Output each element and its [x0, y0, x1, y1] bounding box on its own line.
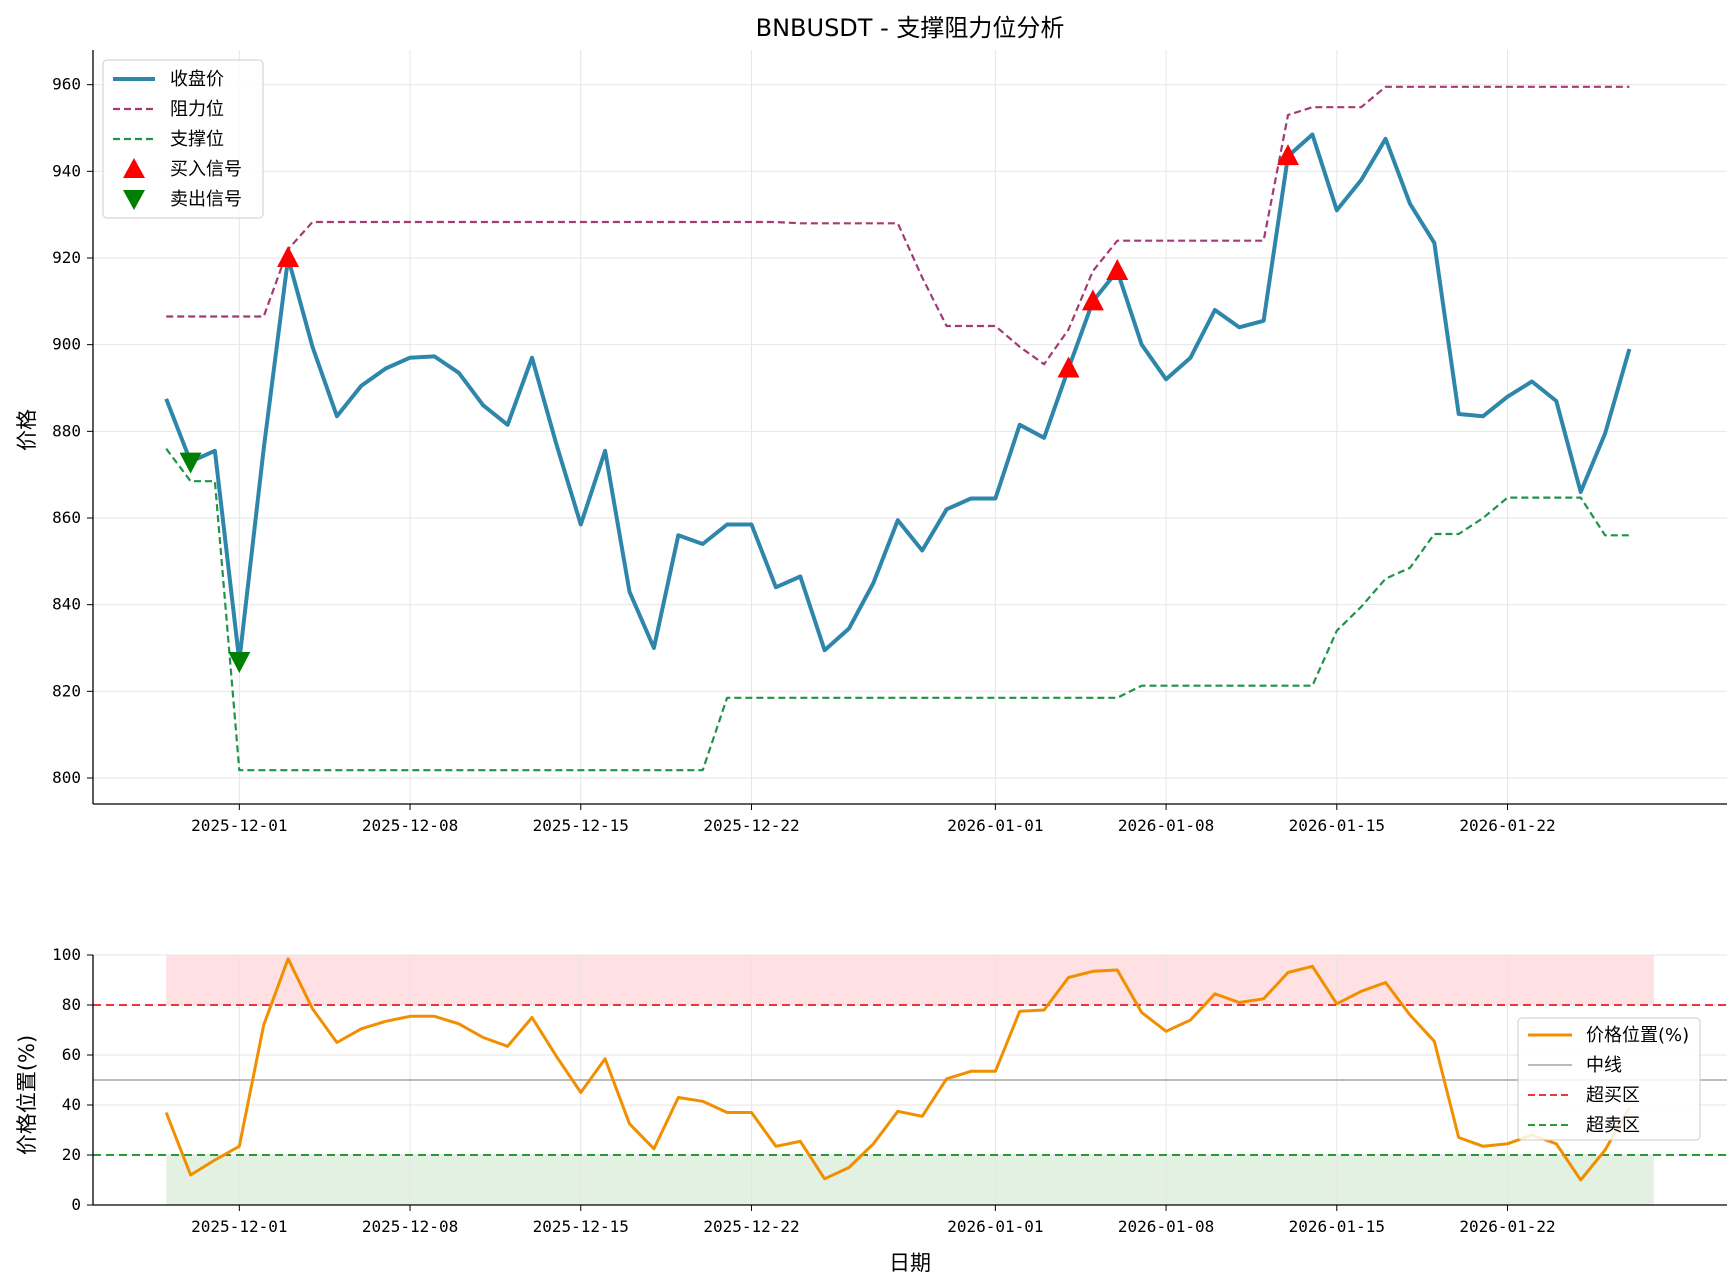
top-x-tick-label: 2026-01-15 [1289, 816, 1385, 835]
top-x-tick-label: 2026-01-08 [1118, 816, 1214, 835]
top-x-tick-label: 2026-01-01 [947, 816, 1043, 835]
bottom-y-axis-label: 价格位置(%) [15, 1035, 39, 1155]
buy-signal-marker [1277, 144, 1300, 166]
top-y-axis-label: 价格 [15, 409, 39, 451]
top-x-tick-label: 2025-12-15 [533, 816, 629, 835]
buy-signal-marker [277, 246, 300, 267]
top-y-tick-label: 960 [52, 75, 81, 94]
bottom-legend-label-2: 超买区 [1586, 1085, 1640, 1106]
bottom-series-line-0 [164, 957, 1631, 1182]
top-y-tick-label: 900 [52, 335, 81, 354]
bottom-x-tick-label: 2025-12-08 [362, 1217, 458, 1236]
top-y-tick-label: 820 [52, 681, 81, 700]
bottom-y-tick-label: 100 [52, 945, 81, 964]
bottom-y-tick-label: 80 [62, 995, 81, 1014]
legend-label-3: 买入信号 [170, 159, 242, 180]
top-series-line-1 [166, 85, 1630, 366]
bottom-zone-1 [166, 1155, 1654, 1205]
buy-signal-marker [1081, 289, 1104, 311]
bottom-legend-box [1517, 1017, 1701, 1141]
bottom-legend-label-0: 价格位置(%) [1586, 1025, 1689, 1046]
bottom-x-axis-label: 日期 [889, 1251, 931, 1275]
bottom-y-tick-label: 0 [71, 1195, 81, 1214]
top-x-tick-label: 2025-12-01 [191, 816, 287, 835]
position-panel: 0 20 40 60 80 100 2025-12-01 2025-12-08 2025-12-… [52, 945, 1727, 1236]
bottom-x-tick-label: 2026-01-15 [1289, 1217, 1385, 1236]
bottom-y-tick-label: 40 [62, 1095, 81, 1114]
legend-label-2: 支撑位 [170, 129, 224, 150]
bottom-x-tick-label: 2025-12-01 [191, 1217, 287, 1236]
legend-sell-marker [123, 190, 145, 210]
chart-title: BNBUSDT - 支撑阻力位分析 [756, 14, 1065, 42]
top-x-tick-label: 2025-12-22 [703, 816, 799, 835]
top-series-line-0 [164, 132, 1632, 663]
top-y-tick-label: 940 [52, 161, 81, 180]
top-y-tick-label: 840 [52, 595, 81, 614]
legend-label-0: 收盘价 [170, 69, 224, 90]
top-legend-box [102, 59, 264, 219]
buy-signal-marker [1106, 259, 1129, 280]
bottom-x-tick-label: 2026-01-08 [1118, 1217, 1214, 1236]
price-panel: 800 820 840 860 880 900 920 940 960 2025-12-01 202… [52, 50, 1727, 835]
bottom-y-tick-label: 20 [62, 1145, 81, 1164]
sell-signal-marker [179, 452, 202, 474]
bottom-legend-label-1: 中线 [1586, 1055, 1622, 1076]
bottom-x-tick-label: 2026-01-01 [947, 1217, 1043, 1236]
legend-label-1: 阻力位 [170, 99, 224, 120]
bottom-zone-0 [166, 955, 1654, 1005]
buy-signal-marker [1057, 356, 1080, 378]
legend-buy-marker [123, 158, 145, 178]
bottom-x-tick-label: 2026-01-22 [1459, 1217, 1555, 1236]
bottom-legend-label-3: 超卖区 [1586, 1115, 1640, 1136]
top-x-tick-label: 2026-01-22 [1459, 816, 1555, 835]
legend-label-4: 卖出信号 [170, 189, 242, 210]
top-y-tick-label: 860 [52, 508, 81, 527]
top-y-tick-label: 920 [52, 248, 81, 267]
top-y-tick-label: 880 [52, 421, 81, 440]
top-x-tick-label: 2025-12-08 [362, 816, 458, 835]
bottom-x-tick-label: 2025-12-15 [533, 1217, 629, 1236]
top-y-tick-label: 800 [52, 768, 81, 787]
sell-signal-marker [228, 652, 251, 673]
bottom-y-tick-label: 60 [62, 1045, 81, 1064]
bottom-x-tick-label: 2025-12-22 [703, 1217, 799, 1236]
